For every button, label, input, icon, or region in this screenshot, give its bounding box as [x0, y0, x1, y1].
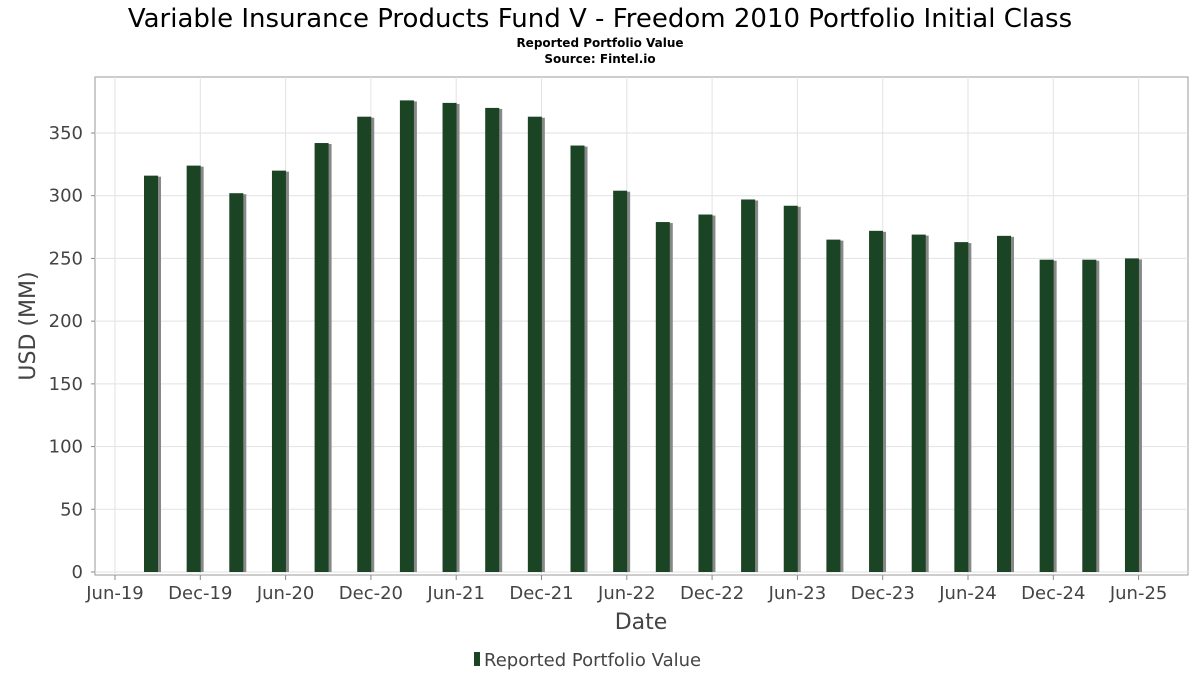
plot-area	[94, 76, 1189, 576]
bar-Dec-20	[357, 116, 372, 573]
chart-subtitle: Reported Portfolio Value	[516, 36, 683, 50]
bar-Dec-19	[186, 165, 201, 572]
y-tick-label: 150	[49, 374, 83, 395]
x-axis-label: Date	[615, 610, 668, 635]
bar-Dec-22	[698, 214, 713, 572]
bar-Sep-23	[826, 239, 841, 572]
bar-Sep-19	[144, 175, 158, 572]
y-tick-label: 0	[72, 562, 83, 583]
x-tick-label: Dec-23	[851, 583, 915, 604]
bar-Mar-21	[399, 100, 414, 572]
x-tick-label: Dec-19	[168, 583, 232, 604]
chart-title: Variable Insurance Products Fund V - Fre…	[128, 4, 1072, 34]
y-axis-label: USD (MM)	[16, 271, 41, 380]
bar-Jun-25	[1124, 258, 1139, 572]
bar-Mar-25	[1082, 259, 1097, 572]
x-tick-label: Jun-25	[1109, 583, 1168, 604]
legend-label: Reported Portfolio Value	[484, 650, 701, 671]
bar-Jun-22	[613, 190, 628, 572]
bar-Sep-20	[314, 143, 329, 572]
bar-Dec-23	[869, 230, 884, 572]
x-tick-label: Dec-24	[1021, 583, 1085, 604]
legend: Reported Portfolio Value	[474, 650, 701, 671]
y-tick-label: 200	[49, 311, 83, 332]
bar-Mar-23	[741, 199, 756, 572]
bar-Jun-24	[954, 242, 969, 572]
x-tick-label: Jun-24	[938, 583, 997, 604]
x-tick-label: Jun-19	[85, 583, 144, 604]
x-tick-label: Jun-21	[426, 583, 485, 604]
y-tick-label: 100	[49, 437, 83, 458]
y-tick-label: 300	[49, 186, 83, 207]
x-tick-label: Jun-22	[597, 583, 656, 604]
legend-swatch	[474, 652, 480, 666]
y-tick-label: 50	[60, 499, 83, 520]
bar-Sep-24	[997, 235, 1011, 572]
bar-Mar-20	[229, 193, 244, 572]
y-tick-label: 350	[49, 123, 83, 144]
bar-Mar-22	[570, 145, 585, 573]
x-tick-label: Dec-20	[339, 583, 403, 604]
bar-Jun-21	[442, 102, 457, 572]
bar-Dec-21	[527, 116, 542, 573]
bar-Jun-23	[783, 205, 798, 572]
bar-Dec-24	[1039, 259, 1054, 572]
x-tick-label: Dec-22	[680, 583, 744, 604]
bar-Jun-20	[271, 170, 286, 572]
y-tick-label: 250	[49, 248, 83, 269]
chart-source: Source: Fintel.io	[544, 52, 655, 66]
bar-Mar-24	[911, 234, 926, 572]
x-tick-label: Jun-23	[768, 583, 827, 604]
x-tick-label: Dec-21	[509, 583, 573, 604]
x-tick-label: Jun-20	[256, 583, 315, 604]
bar-Sep-21	[485, 107, 500, 573]
bar-Sep-22	[655, 222, 670, 572]
